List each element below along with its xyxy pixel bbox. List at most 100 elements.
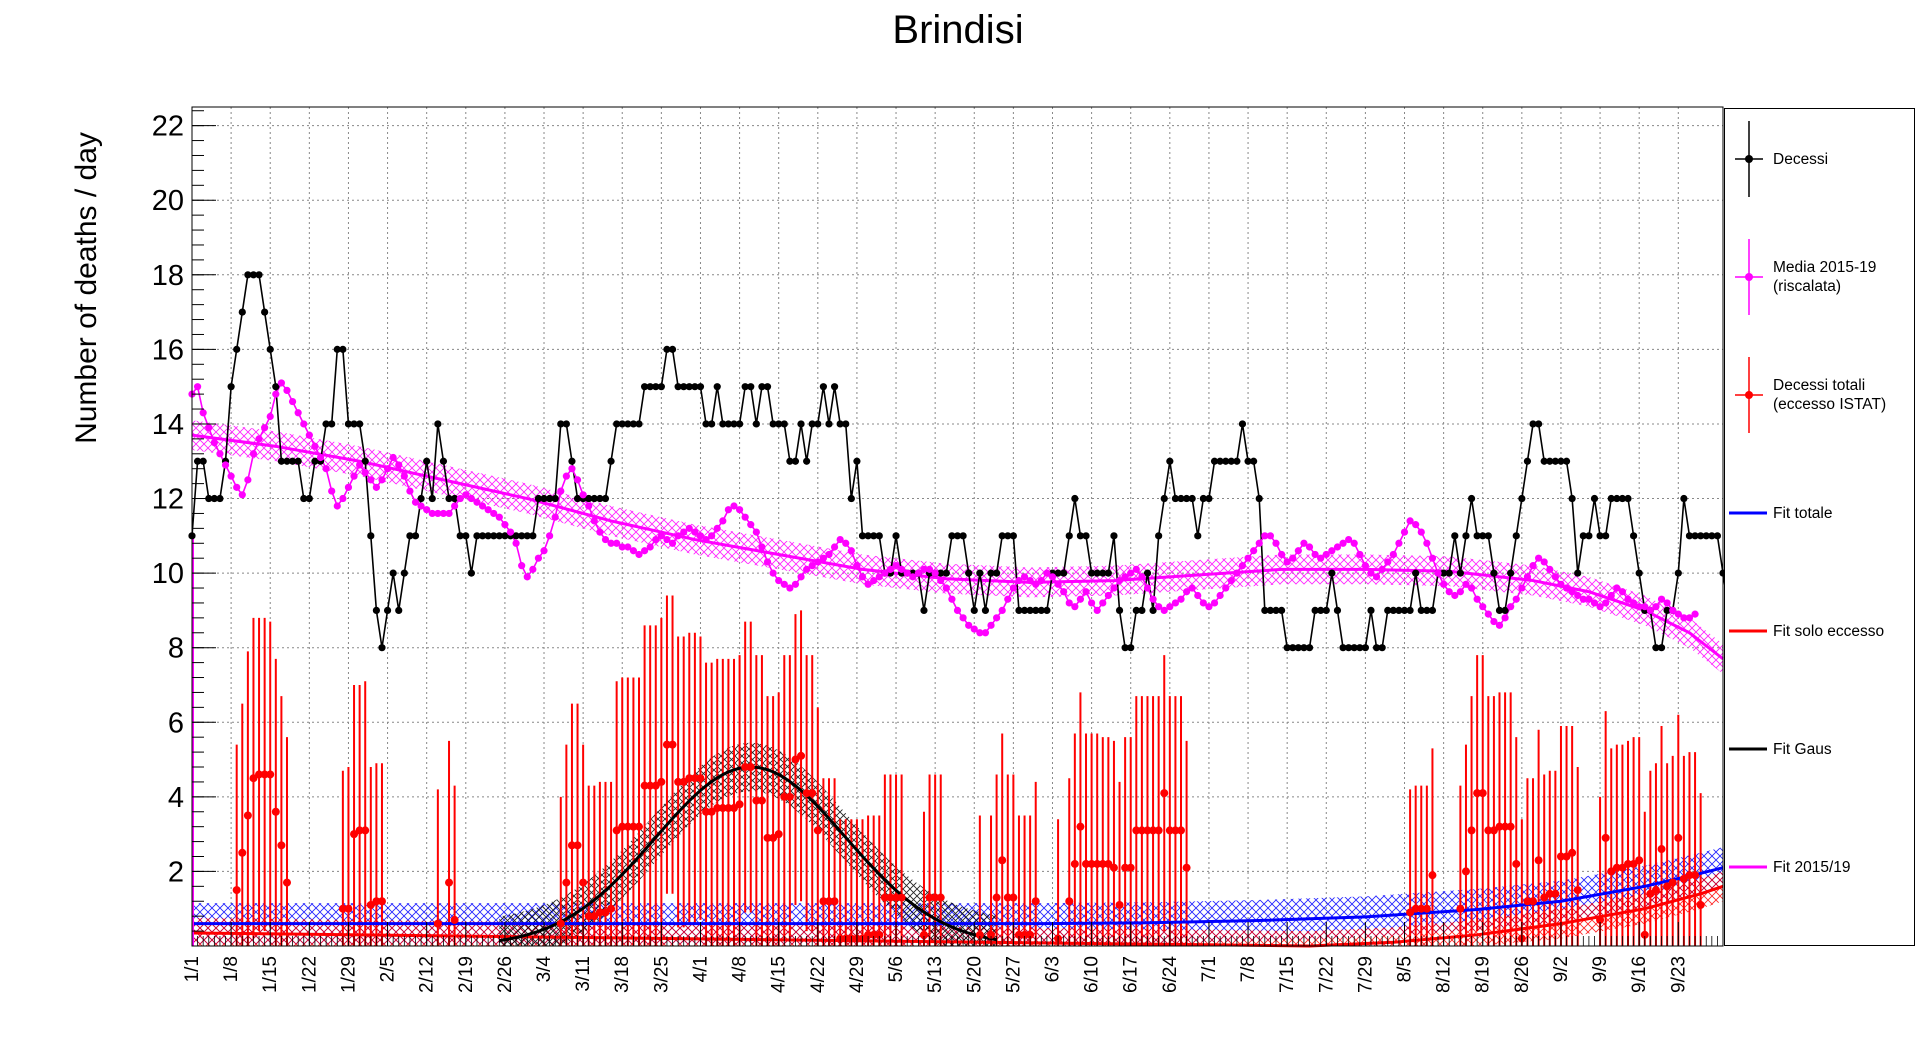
- series-point: [1440, 569, 1448, 577]
- excess-point: [662, 740, 671, 749]
- series-point: [1026, 606, 1034, 615]
- series-point: [272, 383, 280, 391]
- excess-point: [936, 893, 945, 902]
- series-point: [1238, 420, 1247, 428]
- excess-point: [1065, 897, 1074, 906]
- series-point: [601, 535, 610, 544]
- series-point: [1395, 606, 1403, 615]
- series-point: [1317, 606, 1325, 615]
- series-point: [1093, 569, 1101, 577]
- series-point: [1255, 539, 1263, 547]
- series-point: [573, 494, 582, 503]
- series-point: [920, 606, 928, 615]
- series-point: [1205, 603, 1213, 611]
- excess-point: [607, 904, 616, 913]
- series-point: [1227, 576, 1235, 585]
- excess-point: [445, 878, 454, 887]
- excess-point: [1093, 859, 1102, 868]
- series-point: [942, 584, 950, 592]
- series-point: [976, 629, 984, 637]
- series-point: [797, 573, 805, 581]
- series-point: [786, 584, 794, 592]
- legend-label: Fit totale: [1773, 504, 1833, 522]
- series-point: [344, 420, 353, 428]
- series-markers: [188, 271, 1800, 943]
- excess-point: [1501, 822, 1510, 831]
- series-point: [1283, 558, 1291, 566]
- series-point: [383, 606, 392, 615]
- series-point: [1467, 494, 1476, 503]
- series-point: [970, 606, 978, 615]
- series-point: [540, 494, 548, 503]
- series-point: [193, 457, 202, 465]
- series-point: [1015, 606, 1023, 615]
- excess-point: [975, 930, 984, 939]
- excess-point: [1171, 826, 1180, 835]
- excess-point: [674, 777, 683, 786]
- series-point: [255, 435, 263, 443]
- excess-point: [735, 800, 744, 809]
- series-point: [680, 528, 688, 536]
- x-tick-label: 7/8: [1238, 956, 1259, 982]
- excess-point: [931, 893, 940, 902]
- x-tick-label: 6/10: [1082, 956, 1103, 993]
- series-point: [484, 506, 492, 514]
- series-point: [1568, 588, 1576, 596]
- series-point: [1244, 554, 1252, 562]
- series-point: [1155, 603, 1163, 611]
- series-point: [1507, 603, 1515, 611]
- series-point: [193, 383, 202, 391]
- excess-point: [880, 893, 889, 902]
- series-point: [959, 614, 967, 622]
- x-tick-label: 4/1: [690, 956, 711, 982]
- excess-point: [702, 807, 711, 816]
- excess-point: [232, 886, 241, 895]
- x-tick-label: 9/16: [1629, 956, 1650, 993]
- series-point: [512, 539, 520, 547]
- series-point: [1305, 644, 1314, 652]
- series-point: [607, 457, 615, 465]
- series-point: [942, 569, 950, 577]
- series-point: [870, 576, 878, 585]
- excess-point: [741, 763, 750, 772]
- excess-point: [1473, 789, 1482, 798]
- excess-point: [1003, 893, 1012, 902]
- excess-point: [830, 897, 839, 906]
- series-point: [445, 509, 453, 518]
- series-point: [1182, 494, 1191, 503]
- series-point: [1523, 573, 1532, 581]
- series-point: [1132, 565, 1140, 573]
- series-point: [339, 494, 347, 503]
- series-point: [1613, 584, 1621, 592]
- series-point: [1618, 588, 1627, 596]
- series-point: [702, 535, 710, 544]
- series-point: [484, 532, 492, 540]
- x-tick-label: 4/8: [730, 956, 751, 982]
- excess-point: [690, 774, 699, 783]
- series-point: [1641, 603, 1649, 611]
- series-point: [847, 494, 855, 503]
- excess-point: [785, 792, 794, 801]
- x-tick-label: 1/8: [221, 956, 242, 982]
- series-point: [1222, 457, 1230, 465]
- series-point: [361, 457, 369, 465]
- series-point: [283, 457, 291, 465]
- excess-point: [819, 897, 828, 906]
- fit-curve: [191, 884, 1724, 948]
- legend-label: Fit Gaus: [1773, 740, 1832, 758]
- series-point: [534, 494, 543, 503]
- x-tick-label: 6/3: [1042, 956, 1063, 982]
- series-point: [719, 517, 727, 525]
- series-point: [423, 506, 431, 514]
- excess-point: [1612, 863, 1621, 872]
- series-point: [618, 543, 626, 551]
- series-point: [1663, 606, 1671, 615]
- x-tick-label: 9/9: [1590, 956, 1611, 982]
- series-point: [328, 420, 336, 428]
- series-point: [1009, 532, 1017, 540]
- series-point: [763, 558, 772, 566]
- series-point: [568, 457, 576, 465]
- series-point: [1473, 595, 1481, 603]
- excess-point: [657, 777, 666, 786]
- series-point: [529, 565, 537, 573]
